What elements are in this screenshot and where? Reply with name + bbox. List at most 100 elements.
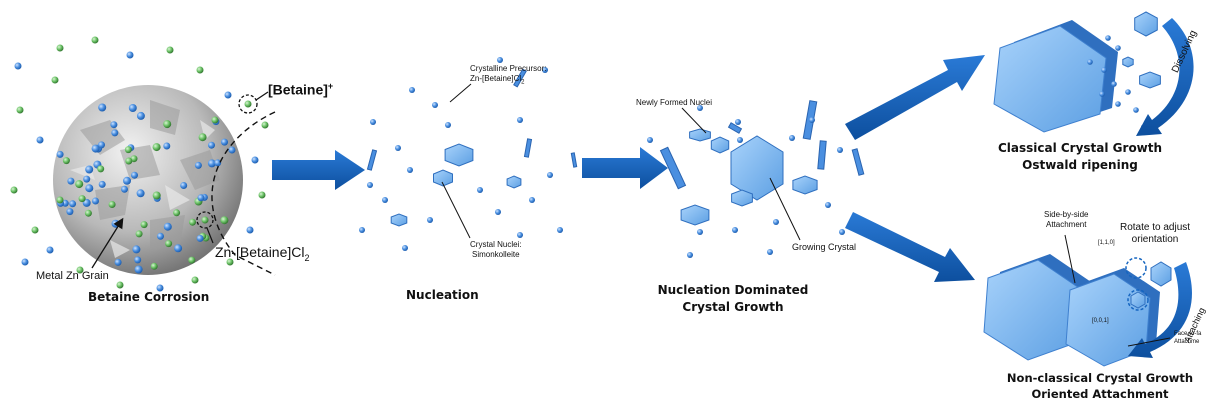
ion-sphere (221, 138, 228, 146)
nuclei-line-1: Crystal Nuclei: (470, 240, 522, 249)
ion-sphere (163, 120, 172, 129)
precursor-pointer (449, 83, 472, 103)
precursor-line-1: Crystalline Precursor: (470, 64, 547, 73)
complex-highlight (196, 211, 214, 229)
growth-crystals (659, 100, 865, 226)
ion-sphere (809, 117, 815, 123)
ion-sphere (16, 106, 24, 114)
ion-sphere (134, 256, 142, 264)
dissolving-crystal (1139, 71, 1161, 89)
ion-sphere (21, 258, 29, 266)
ion-sphere (14, 62, 22, 70)
arrow-stage2-to-3 (582, 147, 668, 189)
ion-sphere (246, 226, 254, 234)
ion-sphere (359, 227, 365, 233)
nucleus-crystal (506, 175, 522, 189)
ion-sphere (91, 36, 99, 44)
ion-sphere (152, 143, 161, 152)
ion-sphere (789, 135, 795, 141)
ion-sphere (76, 266, 84, 274)
complex-subscript: 2 (304, 252, 310, 263)
grain-pointer (91, 217, 124, 269)
new-nuclei-pointer (681, 107, 707, 134)
complex-text: Zn-[Betaine]Cl (215, 244, 305, 260)
ion-sphere (477, 187, 483, 193)
ion-sphere (131, 171, 138, 179)
ion-sphere (150, 262, 158, 270)
ion-sphere (51, 76, 59, 84)
ion-sphere (251, 156, 259, 164)
ion-sphere (126, 51, 134, 59)
ion-sphere (156, 284, 164, 292)
growth-crystal (792, 175, 818, 195)
arrow-to-classical (845, 55, 985, 140)
ion-sphere (98, 141, 105, 149)
ion-sphere (1101, 67, 1107, 73)
ion-sphere (837, 147, 843, 153)
ion-sphere (370, 119, 376, 125)
ion-sphere (67, 177, 75, 185)
ion-sphere (114, 258, 122, 266)
diffusion-front (211, 111, 276, 276)
growth-crystal (680, 204, 710, 226)
ion-sphere (201, 216, 209, 224)
ion-sphere (165, 240, 173, 248)
ion-sphere (547, 172, 553, 178)
nucleus-crystal (390, 213, 408, 227)
ion-sphere (367, 182, 373, 188)
ion-sphere (135, 230, 143, 238)
new-nucleus (710, 136, 730, 154)
ion-sphere (140, 221, 148, 229)
precursor-formula: Zn-[Betaine]Cl (470, 74, 522, 83)
ion-sphere (174, 244, 183, 253)
ion-sphere (191, 276, 199, 284)
growth-crystal (731, 189, 753, 207)
ion-sphere (382, 197, 388, 203)
ion-sphere (208, 141, 215, 149)
ion-sphere (111, 129, 119, 137)
adsorbed-ions (56, 103, 229, 274)
growth-ions (647, 105, 845, 258)
betaine-ion-text: [Betaine] (268, 81, 328, 98)
ion-sphere (517, 232, 523, 238)
growing-crystal (730, 135, 784, 201)
side-label: Side-by-side Attachment (1044, 210, 1088, 230)
ion-sphere (116, 281, 124, 289)
precursor-label: Crystalline Precursor: Zn-[Betaine]Cl2 (470, 64, 546, 88)
ion-sphere (124, 146, 132, 154)
ion-sphere (495, 209, 501, 215)
ion-sphere (121, 185, 128, 193)
stage3-title-line-1: Nucleation Dominated (657, 283, 809, 297)
stage4a-title-line-1: Classical Crystal Growth (997, 141, 1163, 155)
ion-sphere (1099, 91, 1105, 97)
ion-sphere (407, 167, 413, 173)
attached-crystal-left (983, 254, 1094, 361)
ion-sphere (220, 216, 229, 225)
ion-sphere (697, 105, 703, 111)
ion-sphere (529, 197, 535, 203)
precursor-subscript: 2 (521, 79, 525, 86)
side-line-1: Side-by-side (1044, 210, 1089, 219)
ion-sphere (214, 159, 222, 167)
ion-sphere (132, 245, 141, 254)
nucleation-crystals (366, 68, 578, 227)
betaine-ion-highlight (238, 94, 258, 114)
betaine-ion-charge: + (327, 81, 334, 91)
ion-sphere (1115, 101, 1121, 107)
ion-sphere (166, 46, 174, 54)
stage1-title: Betaine Corrosion (88, 290, 210, 304)
ion-sphere (163, 222, 172, 231)
ion-sphere (136, 189, 145, 198)
grain-label: Metal Zn Grain (36, 270, 109, 282)
growing-label: Growing Crystal (792, 242, 857, 252)
crystal-sliver (817, 140, 827, 170)
betaine-ion-label: [Betaine]+ (268, 78, 333, 98)
ion-sphere (207, 159, 216, 168)
rotate-line-1: Rotate to adjust (1120, 222, 1191, 233)
ion-sphere (36, 136, 44, 144)
face-line-1: Face-to-fa (1174, 331, 1202, 337)
ion-sphere (123, 176, 131, 185)
side-pointer (1064, 234, 1076, 284)
